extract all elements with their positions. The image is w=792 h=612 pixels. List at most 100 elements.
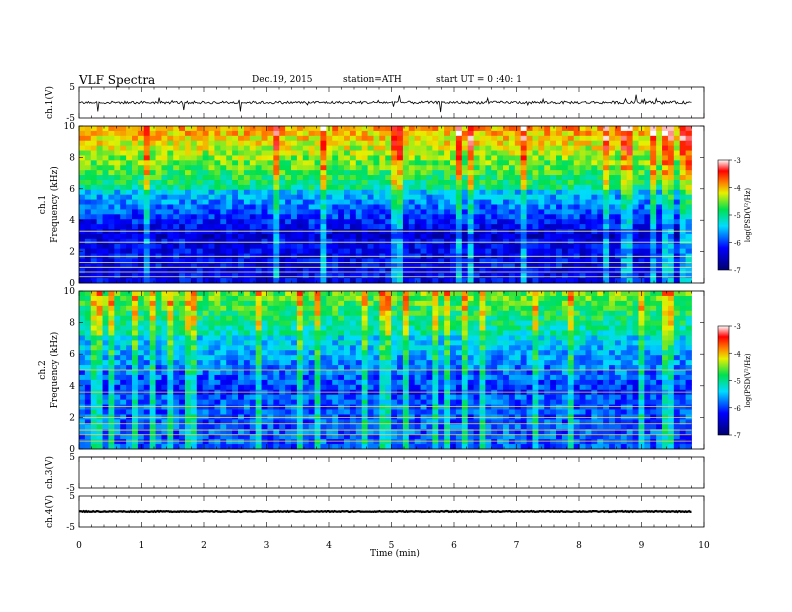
spectrogram-cell: [167, 219, 174, 225]
spectrogram-cell: [497, 160, 504, 166]
spectrogram-cell: [167, 330, 174, 336]
spectrogram-cell: [137, 160, 145, 166]
spectrogram-cell: [656, 150, 663, 156]
spectrogram-cell: [567, 278, 575, 284]
spectrogram-cell: [650, 268, 657, 274]
spectrogram-cell: [214, 258, 221, 264]
spectrogram-cell: [402, 165, 410, 171]
spectrogram-cell: [667, 214, 675, 220]
spectrogram-cell: [538, 130, 545, 137]
spectrogram-cell: [349, 268, 357, 274]
spectrogram-cell: [361, 165, 368, 171]
spectrogram-cell: [173, 273, 180, 279]
spectrogram-cell: [179, 229, 186, 235]
spectrogram-cell: [114, 300, 121, 307]
spectrogram-cell: [320, 145, 327, 151]
spectrogram-cell: [243, 345, 251, 351]
spectrogram-cell: [196, 384, 204, 391]
spectrogram-cell: [114, 350, 121, 356]
spectrogram-cell: [137, 305, 145, 312]
spectrogram-cell: [314, 204, 321, 210]
spectrogram-cell: [291, 370, 298, 376]
spectrogram-cell: [385, 243, 392, 250]
spectrogram-cell: [296, 409, 304, 415]
spectrogram-cell: [591, 263, 598, 269]
spectrogram-cell: [597, 184, 604, 191]
spectrogram-cell: [196, 335, 204, 341]
spectrogram-cell: [326, 419, 333, 425]
spectrogram-cell: [108, 325, 115, 331]
spectrogram-cell: [84, 135, 92, 142]
spectrogram-cell: [90, 340, 98, 346]
spectrogram-cell: [302, 278, 310, 284]
spectrogram-cell: [291, 170, 298, 176]
spectrogram-cell: [161, 160, 168, 166]
spectrogram-cell: [467, 179, 474, 186]
spectrogram-cell: [326, 273, 333, 279]
spectrogram-cell: [90, 404, 98, 410]
spectrogram-cell: [261, 204, 268, 210]
spectrogram-cell: [132, 263, 139, 269]
spectrogram-cell: [532, 224, 539, 230]
spectrogram-cell: [285, 184, 292, 191]
spectrogram-cell: [179, 310, 186, 317]
spectrogram-cell: [273, 233, 280, 240]
spectrogram-cell: [285, 179, 292, 186]
spectrogram-cell: [208, 155, 215, 161]
spectrogram-cell: [114, 295, 121, 302]
spectrogram-cell: [84, 204, 92, 210]
spectrogram-cell: [267, 126, 274, 132]
spectrogram-cell: [132, 295, 139, 302]
spectrogram-cell: [108, 335, 115, 341]
spectrogram-cell: [344, 135, 351, 142]
spectrogram-cell: [226, 150, 233, 156]
spectrogram-cell: [609, 219, 616, 225]
spectrogram-cell: [132, 155, 139, 161]
spectrogram-cell: [143, 434, 151, 440]
spectrogram-cell: [485, 229, 492, 235]
spectrogram-cell: [255, 238, 262, 245]
spectrogram-cell: [102, 330, 109, 336]
spectrogram-cell: [373, 155, 380, 161]
spectrogram-cell: [414, 199, 421, 205]
spectrogram-cell: [308, 300, 315, 307]
spectrogram-cell: [332, 194, 339, 200]
spectrogram-cell: [102, 310, 109, 317]
spectrogram-cell: [126, 229, 133, 235]
spectrogram-cell: [491, 199, 498, 205]
spectrogram-cell: [96, 243, 103, 250]
spectrogram-cell: [196, 399, 204, 405]
spectrogram-cell: [132, 315, 139, 322]
spectrogram-cell: [497, 263, 504, 269]
spectrogram-cell: [550, 135, 557, 142]
spectrogram-cell: [79, 365, 86, 371]
spectrogram-cell: [196, 424, 204, 430]
spectrogram-cell: [137, 315, 145, 322]
spectrogram-cell: [226, 345, 233, 351]
spectrogram-cell: [314, 189, 321, 196]
spectrogram-cell: [338, 258, 345, 264]
spectrogram-cell: [450, 243, 457, 250]
spectrogram-cell: [202, 199, 209, 205]
spectrogram-cell: [208, 374, 215, 381]
spectrogram-cell: [96, 409, 103, 415]
spectrogram-cell: [185, 233, 192, 240]
spectrogram-cell: [561, 238, 569, 245]
spectrogram-cell: [538, 224, 545, 230]
spectrogram-cell: [120, 300, 127, 307]
spectrogram-cell: [279, 419, 286, 425]
spectrogram-cell: [673, 219, 681, 225]
spectrogram-cell: [485, 170, 492, 176]
spectrogram-cell: [120, 135, 127, 142]
spectrogram-cell: [285, 189, 292, 196]
spectrogram-cell: [155, 320, 162, 326]
spectrogram-cell: [267, 429, 274, 435]
spectrogram-cell: [620, 184, 628, 191]
spectrogram-cell: [143, 379, 151, 386]
spectrogram-cell: [402, 258, 410, 264]
spectrogram-cell: [332, 209, 339, 215]
spectrogram-cell: [473, 263, 480, 269]
spectrogram-cell: [632, 126, 639, 132]
spectrogram-cell: [190, 209, 198, 215]
spectrogram-cell: [190, 355, 198, 361]
